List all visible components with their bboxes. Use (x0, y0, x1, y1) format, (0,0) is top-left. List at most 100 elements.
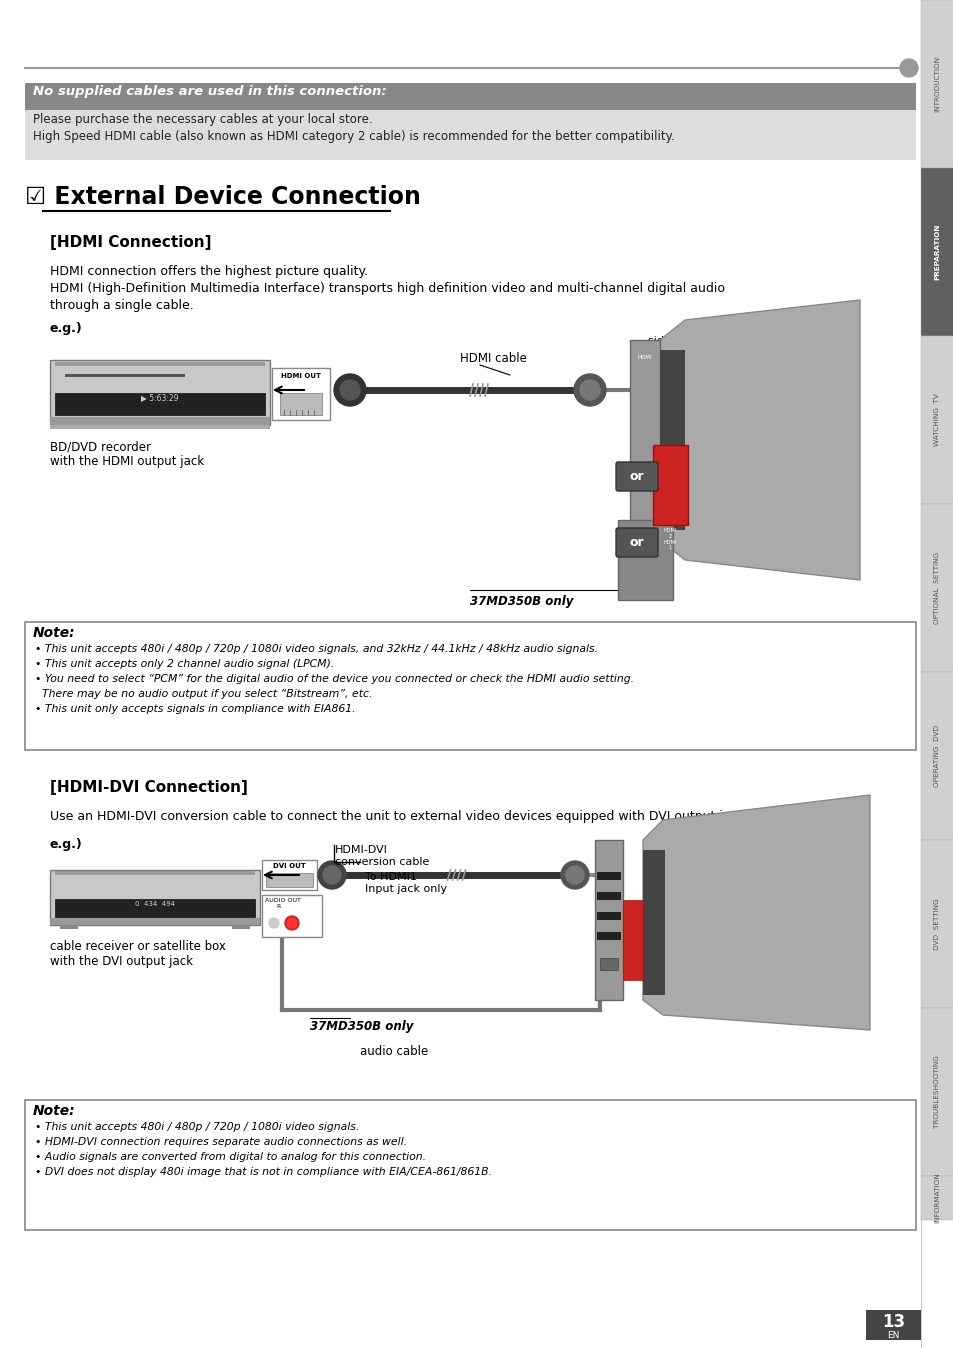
Text: rear of this unit: rear of this unit (698, 848, 783, 857)
Bar (629, 340, 659, 541)
Bar (595, 840, 622, 1000)
Text: • You need to select “PCM” for the digital audio of the device you connected or : • You need to select “PCM” for the digit… (35, 674, 634, 683)
Text: 13: 13 (881, 1313, 904, 1330)
Text: Use an HDMI-DVI conversion cable to connect the unit to external video devices e: Use an HDMI-DVI conversion cable to conn… (50, 810, 748, 824)
Bar (920, 1008, 953, 1175)
Bar (50, 869, 260, 925)
Circle shape (574, 373, 605, 406)
Bar (652, 445, 687, 524)
Bar (262, 895, 322, 937)
Bar (25, 84, 915, 111)
Text: 37MD350B only: 37MD350B only (310, 1020, 413, 1033)
Text: HDMI: HDMI (637, 355, 652, 360)
Text: ☑ External Device Connection: ☑ External Device Connection (25, 185, 420, 209)
Text: OPTIONAL  SETTING: OPTIONAL SETTING (934, 551, 940, 624)
Bar (50, 417, 270, 425)
Text: 37MD350B only: 37MD350B only (470, 594, 573, 608)
Bar (280, 394, 322, 415)
Bar (50, 425, 270, 429)
Circle shape (334, 373, 366, 406)
Text: BD/DVD recorder
with the HDMI output jack: BD/DVD recorder with the HDMI output jac… (50, 439, 204, 468)
Bar (65, 425, 85, 429)
Bar (920, 840, 953, 1008)
Bar (55, 899, 254, 917)
Text: HDMI
1: HDMI 1 (626, 890, 639, 900)
Text: DVD  SETTING: DVD SETTING (934, 898, 940, 950)
Circle shape (267, 917, 281, 930)
Text: cable receiver or satellite box
with the DVI output jack: cable receiver or satellite box with the… (50, 940, 226, 968)
Text: • This unit accepts 480i / 480p / 720p / 1080i video signals, and 32kHz / 44.1kH: • This unit accepts 480i / 480p / 720p /… (35, 644, 598, 654)
Text: EN: EN (886, 1332, 899, 1340)
Bar (920, 168, 953, 336)
Circle shape (560, 861, 588, 888)
Bar (865, 1310, 920, 1340)
Text: WATCHING  TV: WATCHING TV (934, 394, 940, 446)
Bar (55, 871, 254, 875)
Text: • This unit accepts 480i / 480p / 720p / 1080i video signals.: • This unit accepts 480i / 480p / 720p /… (35, 1122, 359, 1132)
Text: or: or (629, 470, 643, 484)
Bar (50, 360, 270, 425)
Text: HDMI OUT: HDMI OUT (281, 373, 320, 379)
Bar (25, 111, 915, 160)
Text: audio cable: audio cable (359, 1045, 428, 1058)
Text: 0  434  494: 0 434 494 (135, 900, 174, 907)
Text: Note:: Note: (33, 1104, 75, 1117)
Text: • DVI does not display 480i image that is not in compliance with EIA/CEA-861/861: • DVI does not display 480i image that i… (35, 1167, 492, 1177)
Bar (659, 350, 684, 530)
Circle shape (579, 380, 599, 400)
Circle shape (269, 918, 278, 927)
Bar (50, 918, 260, 925)
Text: • This unit accepts only 2 channel audio signal (LPCM).: • This unit accepts only 2 channel audio… (35, 659, 334, 669)
Bar (25, 621, 915, 749)
Text: TROUBLESHOOTING: TROUBLESHOOTING (934, 1055, 940, 1128)
Bar (597, 892, 620, 900)
Text: or: or (629, 537, 643, 550)
Text: e.g.): e.g.) (50, 322, 83, 336)
Text: HDMI cable: HDMI cable (459, 352, 526, 365)
Text: To HDMI1
Input jack only: To HDMI1 Input jack only (365, 872, 447, 894)
Bar (920, 0, 953, 1348)
Bar (60, 925, 78, 929)
Bar (920, 673, 953, 840)
Bar (234, 425, 254, 429)
Circle shape (565, 865, 583, 884)
Text: side or
rear of this unit: side or rear of this unit (647, 336, 734, 357)
Text: e.g.): e.g.) (50, 838, 83, 851)
Text: ▶ 5:63:29: ▶ 5:63:29 (141, 394, 178, 402)
Bar (262, 860, 316, 890)
Text: High Speed HDMI cable (also known as HDMI category 2 cable) is recommended for t: High Speed HDMI cable (also known as HDM… (33, 129, 674, 143)
Text: AUDIO OUT
      R: AUDIO OUT R (265, 898, 300, 909)
FancyBboxPatch shape (616, 462, 658, 491)
Circle shape (317, 861, 346, 888)
Text: Please purchase the necessary cables at your local store.: Please purchase the necessary cables at … (33, 113, 373, 125)
Text: • This unit only accepts signals in compliance with EIA861.: • This unit only accepts signals in comp… (35, 704, 355, 714)
Bar (65, 373, 185, 377)
Text: HDMI-DVI
conversion cable: HDMI-DVI conversion cable (335, 845, 429, 867)
Bar (599, 958, 618, 971)
Bar (55, 363, 265, 367)
Bar (266, 874, 313, 887)
Bar (920, 336, 953, 504)
Text: • HDMI-DVI connection requires separate audio connections as well.: • HDMI-DVI connection requires separate … (35, 1136, 407, 1147)
Text: HDMI connection offers the highest picture quality.: HDMI connection offers the highest pictu… (50, 266, 368, 278)
Bar (920, 1175, 953, 1220)
Text: HDMI
2
HDMI
1: HDMI 2 HDMI 1 (662, 528, 676, 550)
Bar (642, 851, 664, 995)
Text: • Audio signals are converted from digital to analog for this connection.: • Audio signals are converted from digit… (35, 1153, 426, 1162)
Text: INFORMATION: INFORMATION (934, 1173, 940, 1224)
Bar (622, 900, 642, 980)
Bar (597, 913, 620, 919)
Text: through a single cable.: through a single cable. (50, 299, 193, 311)
Circle shape (899, 59, 917, 77)
FancyBboxPatch shape (616, 528, 658, 557)
Text: [HDMI Connection]: [HDMI Connection] (50, 235, 212, 249)
Bar (597, 931, 620, 940)
Polygon shape (642, 795, 869, 1030)
Text: HDMI (High-Definition Multimedia Interface) transports high definition video and: HDMI (High-Definition Multimedia Interfa… (50, 282, 724, 295)
Bar (597, 872, 620, 880)
Bar (920, 504, 953, 673)
Text: PREPARATION: PREPARATION (934, 224, 940, 280)
Circle shape (285, 917, 298, 930)
Bar (920, 0, 953, 168)
Bar (55, 394, 265, 415)
